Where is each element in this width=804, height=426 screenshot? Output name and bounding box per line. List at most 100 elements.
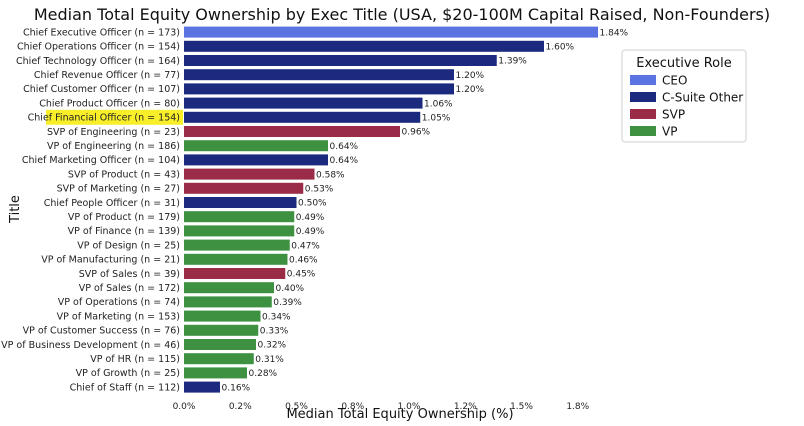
category-label-svp-of-marketing: SVP of Marketing (n = 27) [57, 184, 180, 195]
value-label-vp-of-business-development: 0.32% [258, 341, 287, 351]
bar-chief-operations-officer [184, 40, 544, 52]
bar-vp-of-manufacturing [184, 253, 288, 265]
value-label-chief-operations-officer: 1.60% [546, 43, 575, 53]
bar-vp-of-growth [184, 367, 247, 379]
legend-label-ceo: CEO [662, 74, 687, 88]
category-label-chief-financial-officer: Chief Financial Officer (n = 154) [28, 113, 180, 124]
bar-vp-of-business-development [184, 339, 256, 350]
category-label-chief-operations-officer: Chief Operations Officer (n = 154) [17, 42, 180, 53]
value-label-vp-of-marketing: 0.34% [262, 312, 291, 322]
bar-chief-customer-officer [184, 83, 454, 95]
value-label-chief-executive-officer: 1.84% [600, 28, 629, 38]
bar-vp-of-sales [184, 282, 274, 294]
legend-swatch-ceo [630, 75, 656, 85]
category-label-svp-of-sales: SVP of Sales (n = 39) [79, 269, 180, 280]
value-label-vp-of-design: 0.47% [291, 241, 320, 251]
category-label-vp-of-product: VP of Product (n = 179) [68, 212, 180, 223]
x-axis-title: Median Total Equity Ownership (%) [286, 407, 513, 422]
y-axis-title: Title [8, 195, 23, 224]
legend-swatch-vp [630, 126, 656, 136]
value-label-vp-of-operations: 0.39% [273, 298, 302, 308]
category-label-chief-marketing-officer: Chief Marketing Officer (n = 104) [22, 155, 180, 166]
category-label-vp-of-operations: VP of Operations (n = 74) [58, 297, 180, 308]
value-label-chief-product-officer: 1.06% [424, 99, 453, 109]
bar-vp-of-engineering [184, 140, 328, 152]
category-label-vp-of-finance: VP of Finance (n = 139) [68, 226, 180, 237]
value-label-vp-of-sales: 0.40% [276, 284, 305, 294]
value-label-chief-customer-officer: 1.20% [456, 85, 485, 95]
category-label-vp-of-hr: VP of HR (n = 115) [90, 354, 180, 365]
value-label-vp-of-customer-success: 0.33% [260, 327, 289, 337]
category-label-vp-of-design: VP of Design (n = 25) [77, 240, 180, 251]
category-label-chief-of-staff: Chief of Staff (n = 112) [70, 382, 180, 393]
bar-vp-of-product [184, 211, 295, 223]
category-labels: Chief Executive Officer (n = 173) Chief O… [1, 27, 180, 393]
value-label-vp-of-manufacturing: 0.46% [289, 256, 318, 266]
legend-label-svp: SVP [662, 108, 685, 122]
x-tick-label-5: 1.2% [454, 402, 477, 412]
legend: Executive Role CEO C-Suite Other SVP VP [621, 49, 747, 143]
value-label-vp-of-hr: 0.31% [255, 355, 284, 365]
value-label-chief-technology-officer: 1.39% [498, 57, 527, 67]
bars-layer [184, 26, 598, 393]
bar-vp-of-customer-success [184, 324, 259, 336]
bar-svp-of-engineering [184, 126, 400, 137]
value-label-vp-of-engineering: 0.64% [330, 142, 359, 152]
category-label-vp-of-marketing: VP of Marketing (n = 153) [57, 311, 180, 322]
bar-vp-of-finance [184, 225, 295, 237]
category-label-chief-technology-officer: Chief Technology Officer (n = 164) [16, 56, 180, 67]
category-label-chief-people-officer: Chief People Officer (n = 31) [44, 198, 180, 209]
value-label-svp-of-product: 0.58% [316, 170, 345, 180]
legend-swatch-c-suite-other [630, 92, 656, 102]
category-label-chief-product-officer: Chief Product Officer (n = 80) [39, 98, 180, 109]
x-tick-label-1: 0.2% [229, 402, 252, 412]
value-label-vp-of-growth: 0.28% [249, 369, 278, 379]
category-label-chief-revenue-officer: Chief Revenue Officer (n = 77) [34, 70, 180, 81]
bar-chief-marketing-officer [184, 154, 328, 166]
bar-chief-financial-officer [184, 111, 421, 123]
bar-chief-revenue-officer [184, 69, 454, 81]
legend-title: Executive Role [636, 56, 731, 71]
bar-chief-technology-officer [184, 55, 497, 66]
legend-swatch-svp [630, 109, 656, 119]
bar-vp-of-hr [184, 353, 254, 365]
x-tick-label-2: 0.5% [285, 402, 308, 412]
bar-vp-of-design [184, 239, 290, 251]
chart-title: Median Total Equity Ownership by Exec Ti… [34, 5, 770, 24]
category-label-vp-of-growth: VP of Growth (n = 25) [76, 368, 180, 379]
bar-chief-executive-officer [184, 26, 598, 38]
bar-svp-of-product [184, 168, 315, 180]
value-label-svp-of-marketing: 0.53% [305, 185, 334, 195]
value-labels: 1.84%1.60%1.39%1.20%1.20%1.06%1.05%0.96%… [222, 28, 629, 393]
bar-chief-product-officer [184, 97, 423, 109]
category-label-vp-of-sales: VP of Sales (n = 172) [79, 283, 180, 294]
value-label-vp-of-finance: 0.49% [296, 227, 325, 237]
label-highlight [46, 109, 183, 125]
bar-chief-people-officer [184, 197, 297, 208]
bar-vp-of-operations [184, 296, 272, 308]
category-label-vp-of-customer-success: VP of Customer Success (n = 76) [23, 326, 180, 337]
category-label-vp-of-engineering: VP of Engineering (n = 186) [47, 141, 180, 152]
category-label-vp-of-business-development: VP of Business Development (n = 46) [1, 340, 180, 351]
value-label-svp-of-sales: 0.45% [287, 270, 316, 280]
x-tick-label-0: 0.0% [173, 402, 196, 412]
x-axis-ticks: 0.0% 0.2% 0.5% 0.8% 1.0% 1.2% 1.5% 1.8% [173, 402, 590, 412]
bar-svp-of-sales [184, 268, 286, 279]
value-label-chief-marketing-officer: 0.64% [330, 156, 359, 166]
value-label-chief-financial-officer: 1.05% [422, 114, 451, 124]
highlight-layer [46, 109, 183, 125]
category-label-svp-of-engineering: SVP of Engineering (n = 23) [47, 127, 180, 138]
category-label-chief-customer-officer: Chief Customer Officer (n = 107) [23, 84, 180, 95]
category-label-chief-executive-officer: Chief Executive Officer (n = 173) [23, 27, 180, 38]
bar-vp-of-marketing [184, 310, 261, 322]
value-label-chief-of-staff: 0.16% [222, 383, 251, 393]
value-label-vp-of-product: 0.49% [296, 213, 325, 223]
bar-chief-of-staff [184, 381, 220, 393]
value-label-svp-of-engineering: 0.96% [402, 128, 431, 138]
legend-label-vp: VP [662, 125, 677, 139]
value-label-chief-people-officer: 0.50% [298, 199, 327, 209]
x-tick-label-3: 0.8% [341, 402, 364, 412]
category-label-svp-of-product: SVP of Product (n = 43) [68, 169, 180, 180]
